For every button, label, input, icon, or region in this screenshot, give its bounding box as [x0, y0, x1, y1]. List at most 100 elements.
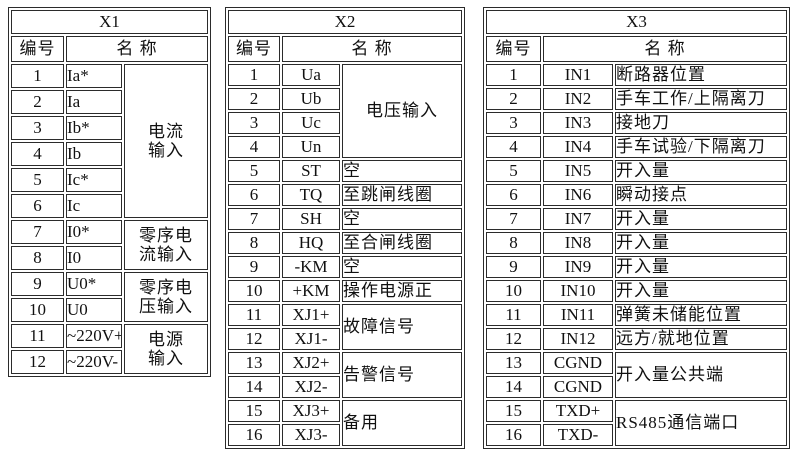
table-row: 2 IN2 手车工作/上隔离刀 [486, 88, 787, 110]
signal-name: Ib* [66, 116, 122, 140]
function-desc: 零序电 流输入 [124, 220, 208, 270]
function-desc: 故障信号 [342, 304, 462, 350]
function-desc: 空 [342, 160, 462, 182]
table-row: 11 IN11 弹簧未储能位置 [486, 304, 787, 326]
table-row: 16 XJ3- [228, 424, 462, 446]
pin-number: 6 [486, 184, 541, 206]
table-row: 5 ST 空 [228, 160, 462, 182]
signal-name: TQ [282, 184, 340, 206]
table-row: 12 ~220V- [11, 350, 208, 374]
function-desc: RS485通信端口 [615, 400, 787, 446]
terminal-table-x1: X1 编号 名 称 1 Ia* 电流 输入 2 Ia 3 Ib* 4 Ib 5 … [8, 7, 211, 377]
table-row: 3 IN3 接地刀 [486, 112, 787, 134]
signal-name: Un [282, 136, 340, 158]
function-desc: 告警信号 [342, 352, 462, 398]
pin-number: 3 [11, 116, 64, 140]
pin-number: 12 [11, 350, 64, 374]
table-row: 3 Uc [228, 112, 462, 134]
table-row: 10 +KM 操作电源正 [228, 280, 462, 302]
signal-name: XJ3- [282, 424, 340, 446]
signal-name: -KM [282, 256, 340, 278]
pin-number: 15 [486, 400, 541, 422]
table-row: 12 XJ1- [228, 328, 462, 350]
signal-name: Ia [66, 90, 122, 114]
table-row: 4 Ib [11, 142, 208, 166]
function-desc: 断路器位置 [615, 64, 787, 86]
signal-name: IN11 [543, 304, 613, 326]
signal-name: SH [282, 208, 340, 230]
table-title-row: X1 [11, 10, 208, 34]
table-header-row: 编号 名 称 [11, 36, 208, 62]
table-row: 7 IN7 开入量 [486, 208, 787, 230]
pin-number: 14 [228, 376, 280, 398]
signal-name: Ub [282, 88, 340, 110]
signal-name: TXD+ [543, 400, 613, 422]
signal-name: IN3 [543, 112, 613, 134]
signal-name: XJ2- [282, 376, 340, 398]
pin-number: 10 [228, 280, 280, 302]
pin-number: 3 [486, 112, 541, 134]
pin-number: 11 [228, 304, 280, 326]
signal-name: IN10 [543, 280, 613, 302]
signal-name: IN5 [543, 160, 613, 182]
pin-number: 1 [486, 64, 541, 86]
column-header-number: 编号 [11, 36, 64, 62]
table-row: 4 Un [228, 136, 462, 158]
table-row: 10 U0 [11, 298, 208, 322]
table-row: 5 Ic* [11, 168, 208, 192]
pin-number: 5 [486, 160, 541, 182]
table-row: 11 ~220V+ 电源 输入 [11, 324, 208, 374]
function-desc: 开入量 [615, 280, 787, 302]
pin-number: 4 [486, 136, 541, 158]
signal-name: I0 [66, 246, 122, 270]
table-row: 13 XJ2+ 告警信号 [228, 352, 462, 398]
signal-name: XJ3+ [282, 400, 340, 422]
table-row: 2 Ub [228, 88, 462, 110]
pin-number: 1 [11, 64, 64, 88]
pin-number: 13 [228, 352, 280, 374]
table-row: 14 CGND [486, 376, 787, 398]
signal-name: ST [282, 160, 340, 182]
table-row: 15 XJ3+ 备用 [228, 400, 462, 446]
column-header-number: 编号 [486, 36, 541, 62]
function-desc: 开入量 [615, 160, 787, 182]
signal-name: ~220V+ [66, 324, 122, 348]
function-desc: 至合闸线圈 [342, 232, 462, 254]
function-desc: 远方/就地位置 [615, 328, 787, 350]
function-desc: 零序电 压输入 [124, 272, 208, 322]
pin-number: 9 [11, 272, 64, 296]
signal-name: IN12 [543, 328, 613, 350]
table-row: 3 Ib* [11, 116, 208, 140]
function-desc: 手车试验/下隔离刀 [615, 136, 787, 158]
function-desc: 手车工作/上隔离刀 [615, 88, 787, 110]
function-desc: 开入量 [615, 208, 787, 230]
pin-number: 7 [228, 208, 280, 230]
table-title: X2 [228, 10, 462, 34]
table-row: 6 TQ 至跳闸线圈 [228, 184, 462, 206]
pin-number: 16 [486, 424, 541, 446]
pin-number: 16 [228, 424, 280, 446]
table-row: 8 HQ 至合闸线圈 [228, 232, 462, 254]
signal-name: U0* [66, 272, 122, 296]
table-row: 2 Ia [11, 90, 208, 114]
column-header-name: 名 称 [543, 36, 787, 62]
pin-number: 3 [228, 112, 280, 134]
pin-number: 15 [228, 400, 280, 422]
signal-name: Ua [282, 64, 340, 86]
signal-name: Ic [66, 194, 122, 218]
pin-number: 11 [11, 324, 64, 348]
table-row: 9 IN9 开入量 [486, 256, 787, 278]
table-row: 1 Ua 电压输入 [228, 64, 462, 158]
signal-name: XJ2+ [282, 352, 340, 374]
signal-name: IN2 [543, 88, 613, 110]
column-header-name: 名 称 [66, 36, 208, 62]
pin-number: 12 [486, 328, 541, 350]
function-desc: 电压输入 [342, 64, 462, 158]
pin-number: 5 [11, 168, 64, 192]
signal-name: IN4 [543, 136, 613, 158]
signal-name: CGND [543, 376, 613, 398]
signal-name: IN6 [543, 184, 613, 206]
function-desc: 电源 输入 [124, 324, 208, 374]
table-row: 8 IN8 开入量 [486, 232, 787, 254]
function-desc: 空 [342, 208, 462, 230]
